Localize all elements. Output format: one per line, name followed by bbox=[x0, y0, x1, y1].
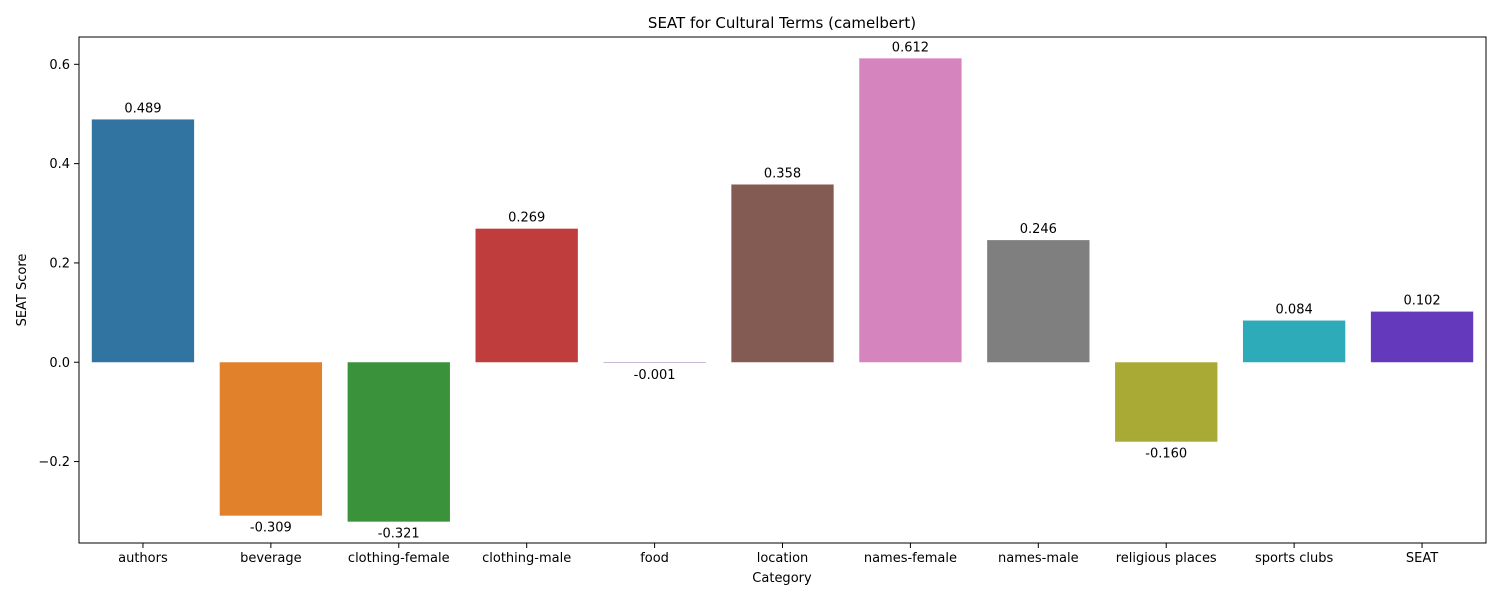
x-tick-label: names-female bbox=[864, 551, 957, 566]
data-label: -0.309 bbox=[250, 521, 292, 536]
bar-sports-clubs bbox=[1242, 320, 1346, 363]
x-tick-label: sports clubs bbox=[1255, 551, 1334, 566]
y-tick-label: 0.0 bbox=[49, 356, 70, 371]
bar-names-female bbox=[859, 58, 962, 363]
plot-frame bbox=[78, 36, 1487, 544]
x-tick-label: names-male bbox=[998, 551, 1079, 566]
bar-clothing-male bbox=[475, 228, 578, 363]
chart-title: SEAT for Cultural Terms (camelbert) bbox=[648, 14, 916, 32]
data-label: 0.358 bbox=[764, 166, 801, 181]
data-label: 0.102 bbox=[1403, 294, 1440, 309]
y-tick-label: −0.2 bbox=[38, 455, 70, 470]
bar-SEAT bbox=[1370, 311, 1474, 363]
bar-religious-places bbox=[1115, 362, 1218, 442]
x-tick-label: religious places bbox=[1116, 551, 1217, 566]
x-tick-label: beverage bbox=[240, 551, 302, 566]
bars-group bbox=[91, 58, 1474, 522]
data-label: 0.612 bbox=[892, 40, 929, 55]
bar-clothing-female bbox=[347, 362, 450, 522]
y-tick-label: 0.2 bbox=[49, 256, 70, 271]
x-axis-label: Category bbox=[752, 571, 812, 586]
data-label: 0.269 bbox=[508, 211, 545, 226]
bar-names-male bbox=[987, 240, 1090, 363]
bar-beverage bbox=[219, 362, 323, 516]
x-tick-label: location bbox=[757, 551, 809, 566]
data-label: 0.084 bbox=[1276, 303, 1313, 318]
data-label: -0.321 bbox=[378, 527, 420, 542]
bar-food bbox=[603, 362, 706, 363]
y-tick-label: 0.4 bbox=[49, 157, 70, 172]
y-axis-label: SEAT Score bbox=[15, 254, 30, 327]
data-label: 0.246 bbox=[1020, 222, 1057, 237]
data-label: -0.160 bbox=[1145, 447, 1187, 462]
x-tick-label: SEAT bbox=[1406, 551, 1438, 566]
data-labels-group: 0.489 -0.309 -0.321 0.269 -0.001 0.358 0.612 0.… bbox=[124, 40, 1440, 541]
data-label: -0.001 bbox=[634, 368, 676, 383]
y-tick-label: 0.6 bbox=[49, 58, 70, 73]
ticks-group: authors beverage clothing-female clothing-m… bbox=[38, 58, 1438, 566]
x-tick-label: food bbox=[640, 551, 669, 566]
x-tick-label: authors bbox=[118, 551, 168, 566]
x-tick-label: clothing-male bbox=[482, 551, 571, 566]
x-tick-label: clothing-female bbox=[348, 551, 450, 566]
data-label: 0.489 bbox=[124, 101, 161, 116]
bar-location bbox=[731, 184, 834, 363]
bar-authors bbox=[91, 119, 195, 363]
